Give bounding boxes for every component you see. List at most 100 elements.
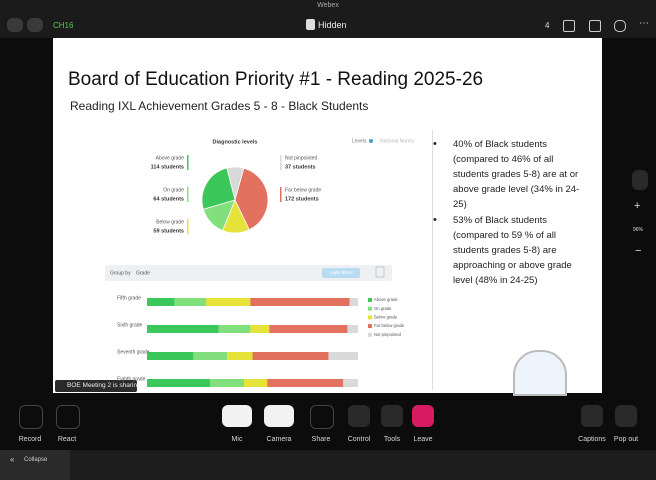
settings-icon[interactable]: [614, 20, 626, 32]
pie-label-marker: [187, 155, 189, 170]
toolbar-label[interactable]: Tools: [383, 436, 401, 443]
collapse-icon[interactable]: «: [10, 455, 15, 464]
logo: [513, 350, 567, 396]
pie-label: Below grade: [156, 219, 184, 225]
bullet-text: 40% of Black students (compared to 46% o…: [453, 139, 580, 210]
toolbar-button[interactable]: [381, 405, 403, 427]
view-selector[interactable]: Hidden: [318, 20, 347, 30]
legend-swatch: [368, 315, 372, 320]
bar-segment: [343, 379, 358, 387]
grade-label: Fifth grade: [117, 295, 141, 301]
toolbar-label[interactable]: React: [57, 436, 77, 443]
pie-label: Not pinpointed: [285, 155, 317, 161]
bar-segment: [147, 352, 194, 360]
bar-segment: [250, 325, 270, 333]
toolbar-label[interactable]: Share: [311, 436, 331, 443]
legend-label: Above grade: [374, 297, 398, 302]
pie-legend: National Norms: [380, 138, 415, 144]
lock-button[interactable]: [27, 18, 43, 32]
toolbar-button[interactable]: [264, 405, 294, 427]
bar-segment: [347, 325, 358, 333]
collapse-button[interactable]: Collapse: [24, 457, 48, 463]
bullet-dot: •: [433, 138, 437, 150]
legend-label: Far below grade: [374, 323, 405, 328]
bar-segment: [269, 325, 348, 333]
group-by-value: Grade: [136, 270, 150, 276]
toolbar-button[interactable]: [56, 405, 80, 429]
collapse-panel: [0, 450, 70, 480]
bar-segment: [206, 298, 251, 306]
toolbar-label[interactable]: Leave: [413, 436, 433, 443]
notes-icon[interactable]: [589, 20, 601, 32]
pie-slice: [234, 167, 269, 231]
toolbar-button[interactable]: [581, 405, 603, 427]
toolbar-button[interactable]: [412, 405, 434, 427]
bar-segment: [250, 298, 350, 306]
legend-swatch: [368, 306, 372, 311]
bullet-item: • 40% of Black students (compared to 46% …: [433, 137, 583, 212]
pie-label-marker: [280, 187, 282, 202]
group-by-bar: [105, 265, 392, 281]
toolbar-label[interactable]: Record: [18, 436, 42, 443]
bar-segment: [147, 379, 211, 387]
legend-swatch: [368, 324, 372, 329]
pie-legend: Levels: [352, 138, 367, 144]
zoom-level: 96%: [633, 227, 644, 233]
toolbar-label[interactable]: Control: [347, 436, 371, 443]
bar-segment: [267, 379, 344, 387]
participants-count[interactable]: 4: [545, 21, 550, 30]
side-panel-button[interactable]: [632, 170, 648, 190]
top-bar: Webex CH16 Hidden 4 ⋯: [0, 0, 656, 38]
info-button[interactable]: [7, 18, 23, 32]
bar-segment: [227, 352, 253, 360]
bar-segment: [252, 352, 329, 360]
toolbar-button[interactable]: [310, 405, 334, 429]
slide-title: Board of Education Priority #1 - Reading…: [68, 69, 484, 90]
pie-title: Diagnostic levels: [213, 139, 258, 145]
shared-slide: Board of Education Priority #1 - Reading…: [53, 38, 602, 396]
pie-label-marker: [280, 155, 282, 170]
pie-value-label: 172 students: [285, 196, 319, 202]
legend-label: On grade: [374, 306, 392, 311]
grade-label: Seventh grade: [117, 349, 150, 355]
more-icon[interactable]: ⋯: [639, 18, 649, 29]
group-by-label: Group by: [110, 270, 131, 276]
zoom-in[interactable]: +: [634, 200, 641, 212]
view-icon: [306, 19, 315, 30]
toolbar-button[interactable]: [222, 405, 252, 427]
grade-label: Eighth grade: [117, 376, 146, 382]
toolbar-label[interactable]: Mic: [231, 436, 243, 443]
pie-value-label: 64 students: [153, 196, 184, 202]
window-title: Webex: [317, 2, 339, 9]
pie-value-label: 59 students: [153, 228, 184, 234]
toolbar-label[interactable]: Pop out: [613, 436, 639, 443]
pie-value-label: 114 students: [151, 164, 184, 170]
bar-segment: [193, 352, 228, 360]
bar-segment: [328, 352, 358, 360]
pie-slice: [201, 167, 236, 210]
bar-segment: [174, 298, 207, 306]
bar-segment: [244, 379, 268, 387]
bullet-list: • 40% of Black students (compared to 46% …: [433, 137, 583, 289]
zoom-out[interactable]: −: [635, 245, 642, 257]
toolbar-button[interactable]: [348, 405, 370, 427]
bar-segment: [147, 298, 175, 306]
chat-icon[interactable]: [563, 20, 575, 32]
divider: [432, 130, 433, 390]
legend-swatch: [368, 298, 372, 302]
pie-label: Far below grade: [285, 187, 321, 193]
slide-subtitle: Reading IXL Achievement Grades 5 - 8 - B…: [70, 99, 369, 113]
export-icon: [375, 266, 385, 278]
toolbar-label[interactable]: Camera: [266, 436, 292, 443]
legend-swatch: [368, 332, 372, 337]
bullet-item: • 53% of Black students (compared to 59 %…: [433, 213, 583, 288]
bottom-strip: « Collapse: [0, 450, 656, 480]
pie-legend-dot: [369, 139, 373, 143]
apply-button: [322, 268, 360, 278]
toolbar-button[interactable]: [615, 405, 637, 427]
bar-segment: [147, 325, 219, 333]
apply-button-label: Apply filters: [329, 270, 353, 275]
toolbar-button[interactable]: [19, 405, 43, 429]
toolbar-label[interactable]: Captions: [578, 436, 606, 443]
